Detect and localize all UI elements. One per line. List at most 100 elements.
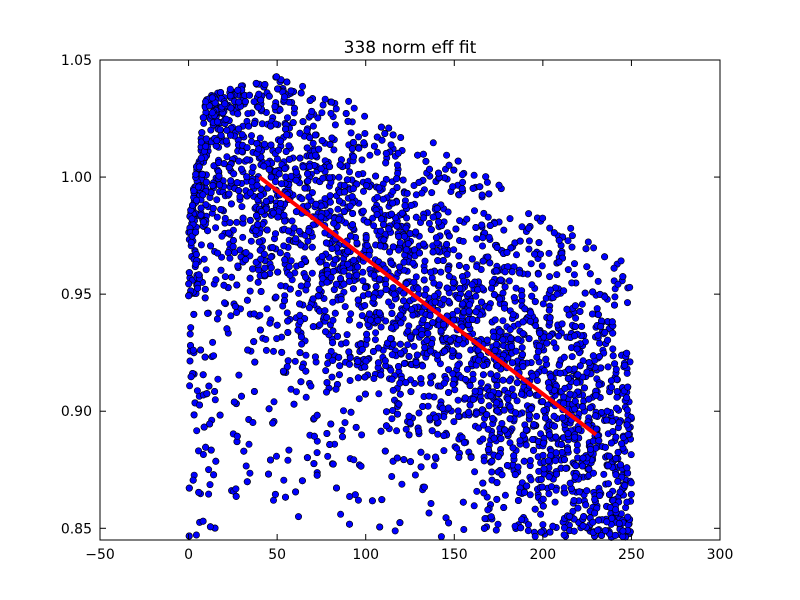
- scatter-point: [480, 421, 488, 429]
- scatter-point: [461, 375, 469, 383]
- scatter-point: [524, 521, 532, 529]
- scatter-point: [399, 297, 407, 305]
- scatter-point: [326, 163, 334, 171]
- scatter-point: [493, 407, 501, 415]
- scatter-point: [574, 371, 582, 379]
- scatter-point: [340, 267, 348, 275]
- scatter-point: [277, 180, 285, 188]
- scatter-point: [295, 289, 303, 297]
- scatter-point: [479, 479, 487, 487]
- scatter-point: [354, 133, 362, 141]
- scatter-point: [492, 267, 500, 275]
- scatter-point: [582, 245, 590, 253]
- scatter-point: [370, 294, 378, 302]
- scatter-point: [390, 290, 398, 298]
- scatter-point: [581, 289, 589, 297]
- scatter-point: [339, 407, 347, 415]
- scatter-point: [341, 188, 349, 196]
- scatter-point: [571, 302, 579, 310]
- scatter-point: [545, 473, 553, 481]
- scatter-point: [302, 351, 310, 359]
- scatter-point: [326, 192, 334, 200]
- scatter-point: [347, 310, 355, 318]
- scatter-point: [623, 299, 631, 307]
- scatter-point: [374, 317, 382, 325]
- scatter-point: [275, 170, 283, 178]
- scatter-point: [463, 365, 471, 373]
- scatter-point: [305, 304, 313, 312]
- scatter-point: [479, 234, 487, 242]
- scatter-point: [359, 207, 367, 215]
- scatter-point: [332, 105, 340, 113]
- scatter-point: [243, 173, 251, 181]
- scatter-point: [538, 262, 546, 270]
- scatter-point: [491, 316, 499, 324]
- scatter-point: [615, 419, 623, 427]
- scatter-point: [388, 415, 396, 423]
- scatter-point: [192, 170, 200, 178]
- scatter-point: [246, 91, 254, 99]
- scatter-point: [514, 335, 522, 343]
- scatter-point: [330, 146, 338, 154]
- scatter-point: [415, 178, 423, 186]
- scatter-point: [194, 284, 202, 292]
- scatter-point: [400, 359, 408, 367]
- scatter-point: [604, 480, 612, 488]
- scatter-point: [518, 223, 526, 231]
- scatter-point: [514, 496, 522, 504]
- scatter-point: [552, 344, 560, 352]
- scatter-point: [579, 522, 587, 530]
- scatter-point: [213, 196, 221, 204]
- scatter-point: [220, 160, 228, 168]
- scatter-point: [340, 280, 348, 288]
- scatter-point: [594, 331, 602, 339]
- scatter-point: [612, 506, 620, 514]
- scatter-point: [213, 213, 221, 221]
- scatter-point: [319, 101, 327, 109]
- scatter-point: [187, 373, 195, 381]
- scatter-point: [223, 153, 231, 161]
- scatter-point: [269, 419, 277, 427]
- scatter-point: [526, 317, 534, 325]
- scatter-point: [195, 271, 203, 279]
- scatter-point: [427, 499, 435, 507]
- scatter-point: [510, 452, 518, 460]
- scatter-point: [328, 373, 336, 381]
- scatter-point: [417, 448, 425, 456]
- scatter-point: [198, 170, 206, 178]
- scatter-point: [389, 284, 397, 292]
- scatter-point: [235, 371, 243, 379]
- scatter-point: [516, 237, 524, 245]
- scatter-point: [270, 398, 278, 406]
- scatter-point: [233, 218, 241, 226]
- scatter-point: [387, 334, 395, 342]
- scatter-point: [420, 267, 428, 275]
- scatter-point: [545, 306, 553, 314]
- scatter-point: [417, 463, 425, 471]
- scatter-point: [349, 285, 357, 293]
- scatter-point: [519, 431, 527, 439]
- scatter-point: [298, 477, 306, 485]
- scatter-point: [363, 218, 371, 226]
- scatter-point: [478, 406, 486, 414]
- scatter-point: [387, 324, 395, 332]
- scatter-point: [380, 236, 388, 244]
- scatter-point: [250, 387, 258, 395]
- scatter-point: [560, 484, 568, 492]
- scatter-point: [281, 125, 289, 133]
- scatter-point: [473, 409, 481, 417]
- scatter-point: [239, 233, 247, 241]
- scatter-point: [308, 269, 316, 277]
- scatter-point: [321, 95, 329, 103]
- scatter-point: [382, 149, 390, 157]
- scatter-point: [507, 244, 515, 252]
- scatter-point: [522, 426, 530, 434]
- scatter-point: [200, 218, 208, 226]
- scatter-point: [336, 161, 344, 169]
- scatter-point: [361, 373, 369, 381]
- scatter-point: [346, 376, 354, 384]
- scatter-point: [591, 509, 599, 517]
- scatter-point: [197, 154, 205, 162]
- scatter-point: [215, 172, 223, 180]
- scatter-point: [267, 253, 275, 261]
